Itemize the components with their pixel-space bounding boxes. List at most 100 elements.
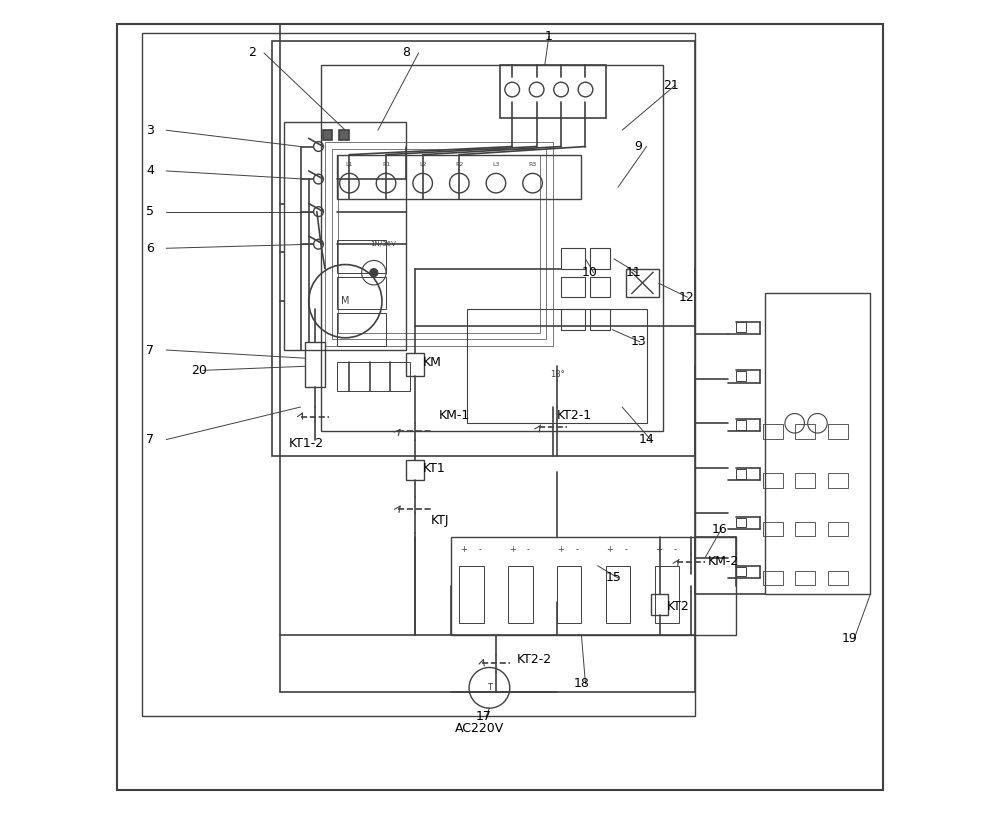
- Bar: [339, 130, 349, 140]
- Bar: [590, 309, 610, 330]
- Text: 2: 2: [248, 46, 256, 59]
- Text: 1N/36V: 1N/36V: [370, 241, 396, 247]
- Bar: [651, 594, 668, 615]
- Bar: [338, 155, 540, 333]
- Text: 19: 19: [842, 632, 858, 646]
- Bar: [763, 473, 783, 488]
- Bar: [337, 277, 386, 309]
- Bar: [557, 566, 581, 623]
- Bar: [795, 522, 815, 536]
- Text: 10: 10: [581, 266, 597, 279]
- Text: KTJ: KTJ: [431, 514, 449, 527]
- Text: R1: R1: [382, 162, 390, 167]
- Text: 14: 14: [638, 433, 654, 446]
- Bar: [736, 469, 746, 479]
- Bar: [655, 566, 679, 623]
- Bar: [325, 142, 553, 346]
- Bar: [561, 309, 585, 330]
- Text: 18: 18: [573, 677, 589, 690]
- Bar: [406, 353, 424, 376]
- Text: 5: 5: [146, 205, 154, 218]
- Text: -: -: [625, 545, 628, 554]
- Text: 6: 6: [146, 242, 154, 255]
- Bar: [763, 424, 783, 439]
- Bar: [736, 518, 746, 527]
- Bar: [795, 424, 815, 439]
- Text: 12: 12: [679, 291, 695, 304]
- Text: -: -: [576, 545, 579, 554]
- Bar: [626, 269, 659, 297]
- Bar: [467, 309, 647, 423]
- Text: R3: R3: [528, 162, 537, 167]
- Bar: [828, 424, 848, 439]
- Text: KM-2: KM-2: [708, 555, 739, 568]
- Bar: [590, 277, 610, 297]
- Text: KM-1: KM-1: [439, 409, 470, 422]
- Text: 15: 15: [606, 571, 622, 584]
- Bar: [828, 473, 848, 488]
- Text: 3: 3: [146, 124, 154, 137]
- Text: KT1: KT1: [423, 462, 445, 475]
- Bar: [321, 65, 663, 431]
- Text: 21: 21: [663, 79, 679, 92]
- Bar: [508, 566, 533, 623]
- Text: 17: 17: [476, 710, 491, 723]
- Bar: [795, 571, 815, 585]
- Text: L1: L1: [346, 162, 353, 167]
- Text: +: +: [655, 545, 662, 554]
- Text: +: +: [606, 545, 613, 554]
- Bar: [337, 155, 581, 199]
- Bar: [736, 567, 746, 576]
- Circle shape: [370, 269, 378, 277]
- Bar: [828, 571, 848, 585]
- Text: KT2-1: KT2-1: [557, 409, 592, 422]
- Text: 13: 13: [630, 335, 646, 348]
- Text: -: -: [527, 545, 530, 554]
- Text: KM: KM: [423, 356, 442, 369]
- Text: 18°: 18°: [550, 370, 564, 379]
- Bar: [736, 371, 746, 381]
- Bar: [305, 342, 325, 387]
- Bar: [272, 41, 695, 456]
- Text: 11: 11: [626, 266, 642, 279]
- Text: 20: 20: [191, 364, 207, 377]
- Text: M: M: [341, 296, 350, 306]
- Bar: [828, 522, 848, 536]
- Bar: [323, 130, 332, 140]
- Bar: [284, 122, 406, 350]
- Bar: [795, 473, 815, 488]
- Bar: [337, 362, 410, 391]
- Text: 1: 1: [545, 30, 553, 43]
- Bar: [459, 566, 484, 623]
- Bar: [561, 248, 585, 269]
- Text: -: -: [478, 545, 481, 554]
- Text: 9: 9: [634, 140, 642, 153]
- Text: 7: 7: [146, 433, 154, 446]
- Bar: [736, 322, 746, 332]
- Bar: [337, 313, 386, 346]
- Text: +: +: [558, 545, 564, 554]
- Text: KT2: KT2: [667, 600, 690, 613]
- Text: R2: R2: [455, 162, 463, 167]
- Text: -: -: [674, 545, 677, 554]
- Bar: [142, 33, 695, 716]
- Bar: [765, 293, 870, 594]
- Bar: [763, 522, 783, 536]
- Bar: [590, 248, 610, 269]
- Bar: [332, 149, 546, 339]
- Text: 8: 8: [402, 46, 410, 59]
- Text: +: +: [460, 545, 467, 554]
- Bar: [763, 571, 783, 585]
- Text: 16: 16: [712, 523, 727, 536]
- Text: AC220V: AC220V: [455, 722, 504, 735]
- Text: L3: L3: [492, 162, 500, 167]
- Text: T: T: [487, 683, 492, 693]
- Bar: [500, 65, 606, 118]
- Bar: [736, 420, 746, 430]
- Text: 4: 4: [146, 164, 154, 177]
- Text: +: +: [509, 545, 516, 554]
- Text: KT1-2: KT1-2: [288, 437, 323, 450]
- Text: L2: L2: [419, 162, 426, 167]
- Bar: [406, 460, 424, 480]
- Bar: [451, 537, 736, 635]
